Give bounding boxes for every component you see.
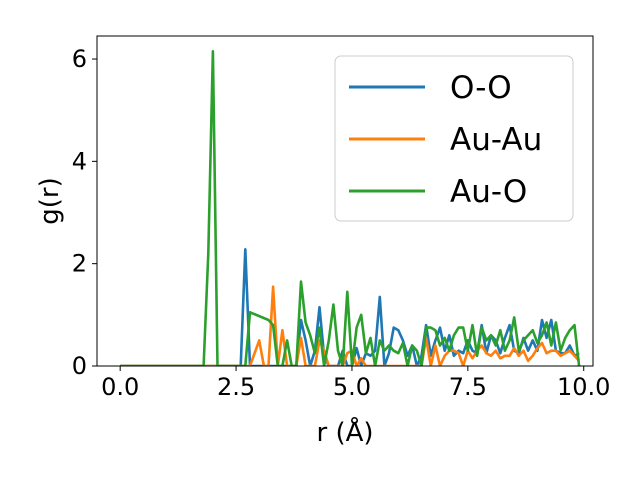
series-line-au-au [120,285,581,366]
x-tick-label: 5.0 [333,373,371,401]
y-axis-label: g(r) [35,177,65,224]
y-tick-label: 0 [72,352,87,380]
x-tick-label: 7.5 [449,373,487,401]
y-tick-label: 6 [72,45,87,73]
legend-label: Au-Au [450,122,542,158]
y-axis: 0 2 4 6 [72,45,97,380]
legend-box [334,55,574,222]
x-tick-label: 2.5 [217,373,255,401]
legend-label: O-O [450,70,512,106]
plot-frame [96,35,594,367]
series-layer [120,49,581,366]
legend: O-O Au-Au Au-O [334,55,574,222]
y-tick-label: 2 [72,250,87,278]
series-line-au-o [120,49,581,366]
y-tick-label: 4 [72,147,87,175]
x-tick-label: 10.0 [557,373,610,401]
legend-label: Au-O [450,174,527,210]
x-axis: 0.0 2.5 5.0 7.5 10.0 [101,366,610,401]
x-axis-label: r (Å) [316,416,373,448]
x-tick-label: 0.0 [101,373,139,401]
